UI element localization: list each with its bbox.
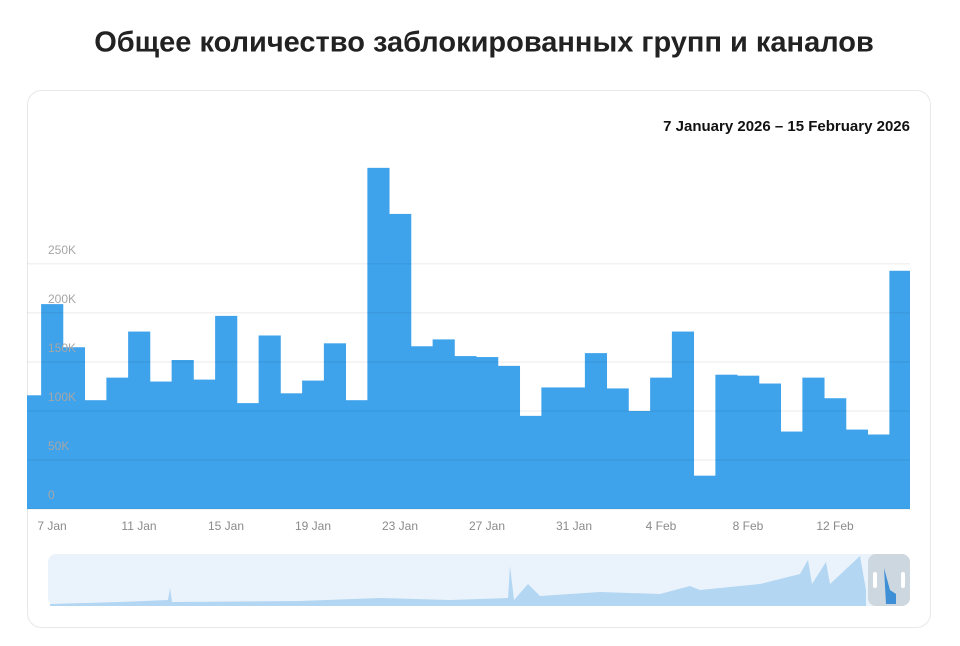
- y-tick-label: 0: [48, 488, 55, 502]
- bar: [410, 346, 434, 509]
- bar: [737, 375, 760, 509]
- bar: [519, 415, 542, 509]
- bar: [563, 387, 586, 509]
- x-tick-label: 8 Feb: [733, 519, 764, 533]
- bar: [323, 343, 347, 509]
- bar: [62, 347, 86, 509]
- bar: [302, 380, 325, 509]
- bar: [454, 356, 477, 509]
- y-tick-label: 50K: [48, 439, 69, 453]
- bar: [27, 395, 42, 509]
- y-tick-label: 150K: [48, 341, 76, 355]
- x-tick-label: 27 Jan: [469, 519, 505, 533]
- bar: [889, 270, 910, 509]
- bar: [693, 475, 716, 509]
- navigator-handle[interactable]: [873, 572, 877, 588]
- bar: [84, 400, 107, 509]
- bar: [389, 213, 412, 510]
- y-tick-label: 200K: [48, 292, 76, 306]
- bar: [541, 387, 564, 509]
- bar: [171, 359, 194, 509]
- bar: [41, 304, 64, 509]
- navigator-handle[interactable]: [901, 572, 905, 588]
- navigator[interactable]: [48, 554, 910, 606]
- x-tick-label: 23 Jan: [382, 519, 418, 533]
- bar: [650, 377, 673, 509]
- x-tick-label: 15 Jan: [208, 519, 244, 533]
- bar: [128, 331, 151, 509]
- y-tick-label: 100K: [48, 390, 76, 404]
- bar: [628, 410, 651, 509]
- bar: [867, 434, 890, 509]
- bar: [758, 383, 782, 509]
- navigator-series: [50, 556, 866, 606]
- date-range: 7 January 2026 – 15 February 2026: [663, 118, 910, 135]
- bar: [606, 388, 629, 509]
- x-tick-label: 31 Jan: [556, 519, 592, 533]
- bar: [345, 400, 368, 509]
- bar: [497, 365, 521, 509]
- bar: [149, 381, 173, 509]
- bar: [780, 431, 803, 509]
- bar: [258, 335, 281, 509]
- bar: [845, 429, 869, 509]
- x-tick-label: 19 Jan: [295, 519, 331, 533]
- bar: [671, 331, 695, 509]
- x-tick-label: 4 Feb: [646, 519, 677, 533]
- chart-title: Общее количество заблокированных групп и…: [94, 27, 874, 59]
- x-tick-label: 11 Jan: [121, 519, 156, 533]
- bar: [584, 353, 608, 509]
- y-tick-label: 250K: [48, 243, 76, 257]
- bar: [106, 377, 129, 509]
- bar: [193, 379, 216, 509]
- navigator-window[interactable]: [868, 554, 910, 606]
- bar: [476, 357, 499, 509]
- bar: [280, 393, 303, 509]
- navigator-selection: [884, 568, 896, 604]
- x-tick-label: 7 Jan: [37, 519, 66, 533]
- bar: [802, 377, 825, 509]
- bar: [367, 167, 390, 509]
- bar: [715, 374, 738, 509]
- bar: [432, 339, 455, 509]
- x-tick-label: 12 Feb: [816, 519, 854, 533]
- plot: [27, 167, 910, 510]
- bar: [824, 398, 847, 509]
- bar: [236, 403, 260, 509]
- bar: [215, 315, 238, 509]
